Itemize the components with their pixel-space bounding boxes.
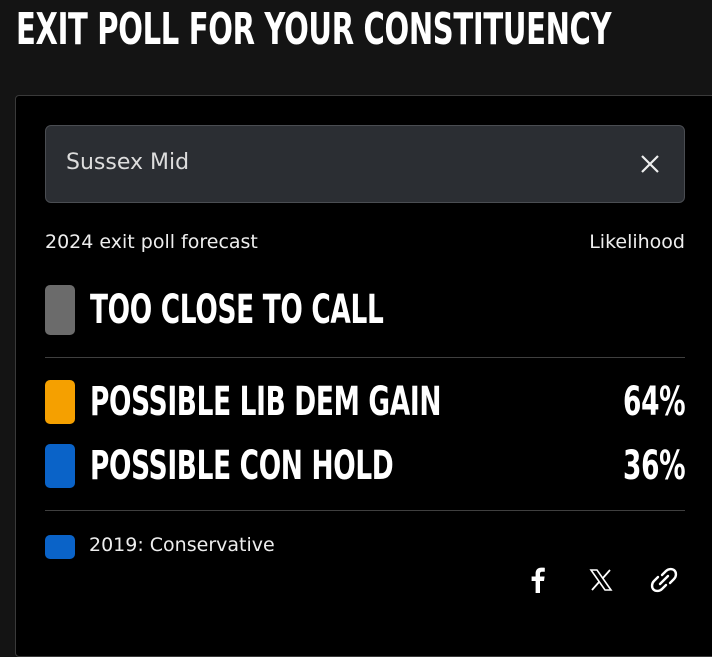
outcome-swatch: [45, 380, 75, 424]
x-icon: [591, 569, 611, 591]
separator: [45, 357, 685, 358]
status-swatch: [45, 285, 75, 335]
clear-button[interactable]: [638, 152, 662, 176]
previous-result: 2019: Conservative: [89, 534, 275, 556]
x-icon: [589, 569, 613, 591]
copy-link[interactable]: [650, 567, 678, 593]
likelihood-label: Likelihood: [589, 231, 685, 253]
separator: [45, 510, 685, 511]
outcome-likelihood: 36%: [622, 443, 686, 489]
facebook-icon: [531, 567, 545, 593]
outcome-likelihood: 64%: [622, 379, 686, 425]
status-text: TOO CLOSE TO CALL: [90, 287, 384, 333]
clear-icon: [641, 155, 659, 173]
outcome-text: POSSIBLE CON HOLD: [90, 443, 394, 489]
outcome-swatch: [45, 444, 75, 488]
search-box[interactable]: Sussex Mid: [45, 125, 685, 203]
search-value[interactable]: Sussex Mid: [66, 150, 190, 175]
page: EXIT POLL FOR YOUR CONSTITUENCY Sussex M…: [15, 4, 712, 657]
link-icon: [650, 567, 678, 593]
forecast-label: 2024 exit poll forecast: [45, 231, 258, 253]
page-title: EXIT POLL FOR YOUR CONSTITUENCY: [16, 4, 612, 55]
previous-swatch: [45, 535, 75, 559]
x-share[interactable]: [589, 569, 613, 591]
outcome-text: POSSIBLE LIB DEM GAIN: [90, 379, 442, 425]
facebook-share[interactable]: [526, 566, 550, 594]
